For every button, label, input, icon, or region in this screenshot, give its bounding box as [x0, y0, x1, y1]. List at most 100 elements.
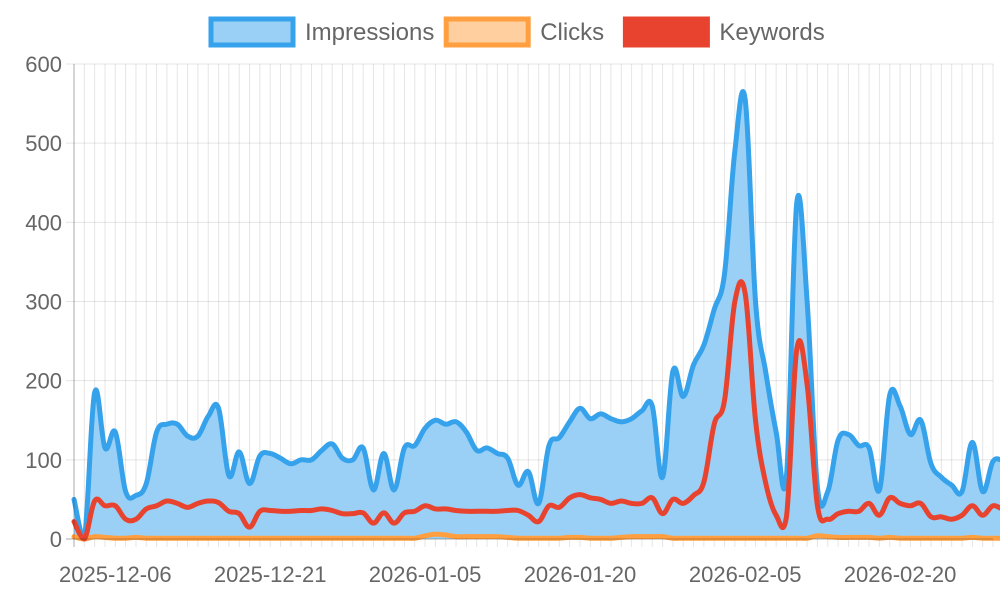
clicks-point[interactable]: [866, 534, 872, 540]
keywords-point[interactable]: [856, 508, 862, 514]
impressions-point[interactable]: [154, 429, 160, 435]
impressions-point[interactable]: [866, 445, 872, 451]
impressions-point[interactable]: [876, 487, 882, 493]
keywords-point[interactable]: [422, 503, 428, 509]
clicks-point[interactable]: [959, 535, 965, 541]
clicks-point[interactable]: [577, 534, 583, 540]
clicks-point[interactable]: [391, 535, 397, 541]
clicks-point[interactable]: [329, 535, 335, 541]
clicks-point[interactable]: [949, 535, 955, 541]
impressions-point[interactable]: [980, 489, 986, 495]
impressions-point[interactable]: [308, 457, 314, 463]
keywords-point[interactable]: [753, 417, 759, 423]
clicks-point[interactable]: [567, 534, 573, 540]
impressions-point[interactable]: [753, 299, 759, 305]
clicks-point[interactable]: [887, 534, 893, 540]
keywords-point[interactable]: [618, 498, 624, 504]
keywords-point[interactable]: [587, 495, 593, 501]
keywords-point[interactable]: [649, 495, 655, 501]
clicks-point[interactable]: [835, 534, 841, 540]
impressions-point[interactable]: [267, 451, 273, 457]
keywords-point[interactable]: [670, 496, 676, 502]
keywords-point[interactable]: [494, 508, 500, 514]
impressions-point[interactable]: [164, 421, 170, 427]
clicks-point[interactable]: [185, 535, 191, 541]
keywords-point[interactable]: [381, 510, 387, 516]
keywords-point[interactable]: [133, 516, 139, 522]
clicks-point[interactable]: [907, 535, 913, 541]
keywords-point[interactable]: [474, 508, 480, 514]
impressions-point[interactable]: [938, 474, 944, 480]
impressions-point[interactable]: [722, 271, 728, 277]
keywords-point[interactable]: [567, 495, 573, 501]
clicks-point[interactable]: [773, 535, 779, 541]
keywords-point[interactable]: [216, 500, 222, 506]
legend-item-impressions[interactable]: Impressions: [208, 16, 434, 48]
keywords-point[interactable]: [370, 520, 376, 526]
keywords-point[interactable]: [876, 512, 882, 518]
keywords-point[interactable]: [536, 519, 542, 525]
impressions-point[interactable]: [226, 473, 232, 479]
impressions-point[interactable]: [412, 443, 418, 449]
clicks-point[interactable]: [205, 535, 211, 541]
clicks-point[interactable]: [990, 535, 996, 541]
impressions-point[interactable]: [794, 200, 800, 206]
impressions-point[interactable]: [825, 489, 831, 495]
keywords-point[interactable]: [185, 504, 191, 510]
clicks-point[interactable]: [226, 535, 232, 541]
impressions-point[interactable]: [536, 500, 542, 506]
keywords-point[interactable]: [598, 496, 604, 502]
clicks-point[interactable]: [670, 535, 676, 541]
impressions-point[interactable]: [216, 405, 222, 411]
keywords-point[interactable]: [969, 503, 975, 509]
keywords-point[interactable]: [112, 503, 118, 509]
impressions-point[interactable]: [133, 492, 139, 498]
keywords-point[interactable]: [463, 508, 469, 514]
keywords-point[interactable]: [938, 514, 944, 520]
keywords-point[interactable]: [308, 508, 314, 514]
clicks-point[interactable]: [938, 535, 944, 541]
impressions-point[interactable]: [278, 455, 284, 461]
clicks-point[interactable]: [763, 535, 769, 541]
impressions-point[interactable]: [288, 461, 294, 467]
impressions-point[interactable]: [102, 445, 108, 451]
impressions-point[interactable]: [959, 489, 965, 495]
keywords-point[interactable]: [773, 512, 779, 518]
impressions-point[interactable]: [401, 445, 407, 451]
impressions-point[interactable]: [907, 432, 913, 438]
chart-legend[interactable]: Impressions Clicks Keywords: [208, 16, 825, 48]
clicks-point[interactable]: [288, 535, 294, 541]
clicks-point[interactable]: [783, 535, 789, 541]
impressions-point[interactable]: [845, 432, 851, 438]
impressions-point[interactable]: [711, 306, 717, 312]
clicks-point[interactable]: [422, 533, 428, 539]
keywords-point[interactable]: [432, 506, 438, 512]
impressions-point[interactable]: [577, 405, 583, 411]
clicks-point[interactable]: [556, 535, 562, 541]
keywords-point[interactable]: [195, 500, 201, 506]
clicks-point[interactable]: [164, 535, 170, 541]
keywords-point[interactable]: [525, 512, 531, 518]
keywords-point[interactable]: [608, 500, 614, 506]
impressions-point[interactable]: [143, 481, 149, 487]
clicks-point[interactable]: [370, 535, 376, 541]
impressions-point[interactable]: [691, 362, 697, 368]
clicks-point[interactable]: [546, 535, 552, 541]
keywords-point[interactable]: [763, 481, 769, 487]
clicks-point[interactable]: [308, 535, 314, 541]
impressions-point[interactable]: [680, 394, 686, 400]
impressions-point[interactable]: [185, 433, 191, 439]
keywords-point[interactable]: [236, 511, 242, 517]
keywords-point[interactable]: [391, 520, 397, 526]
keywords-point[interactable]: [980, 512, 986, 518]
keywords-point[interactable]: [329, 508, 335, 514]
impressions-point[interactable]: [443, 421, 449, 427]
impressions-point[interactable]: [381, 451, 387, 457]
impressions-point[interactable]: [856, 443, 862, 449]
impressions-point[interactable]: [556, 435, 562, 441]
impressions-point[interactable]: [350, 457, 356, 463]
impressions-point[interactable]: [370, 487, 376, 493]
keywords-point[interactable]: [783, 514, 789, 520]
clicks-point[interactable]: [174, 535, 180, 541]
clicks-point[interactable]: [360, 535, 366, 541]
